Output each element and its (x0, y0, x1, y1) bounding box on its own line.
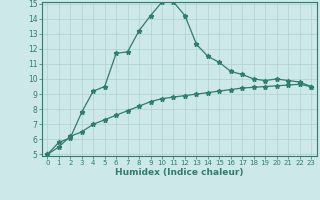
X-axis label: Humidex (Indice chaleur): Humidex (Indice chaleur) (115, 168, 244, 177)
